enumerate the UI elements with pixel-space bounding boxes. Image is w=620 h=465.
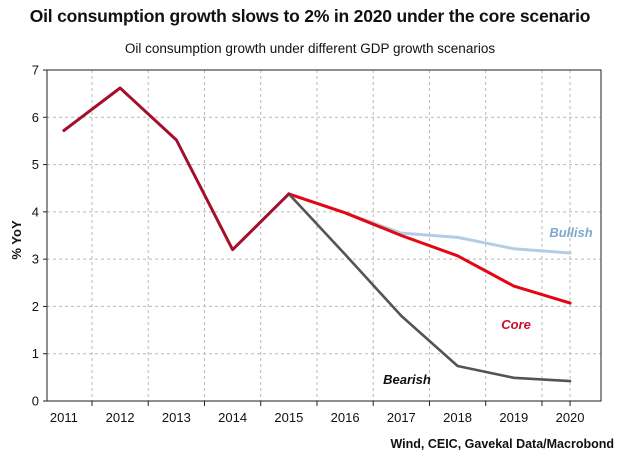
series-line-historical — [62, 86, 291, 252]
axis-ticks: 0 1 2 3 4 5 6 7 2011 2012 2013 2014 2015 2016 2017 2018… — [32, 63, 585, 426]
x-tick-label: 2017 — [387, 410, 416, 425]
y-tick-label: 1 — [32, 346, 39, 361]
x-tick-label: 2014 — [218, 410, 247, 425]
y-tick-label: 6 — [32, 110, 39, 125]
y-tick-label: 5 — [32, 157, 39, 172]
source-note: Wind, CEIC, Gavekal Data/Macrobond — [390, 437, 614, 451]
y-tick-label: 2 — [32, 299, 39, 314]
x-tick-label: 2015 — [274, 410, 303, 425]
y-tick-label: 0 — [32, 394, 39, 409]
series-lines — [62, 86, 572, 383]
y-tick-label: 7 — [32, 63, 39, 78]
x-tick-label: 2012 — [106, 410, 135, 425]
series-line-bearish — [287, 192, 572, 383]
x-tick-label: 2013 — [162, 410, 191, 425]
x-tick-label: 2011 — [50, 410, 78, 425]
series-labels: Bullish Core Bearish — [383, 225, 593, 387]
gridlines — [47, 70, 601, 401]
series-label-bearish: Bearish — [383, 372, 431, 387]
series-line-core — [287, 192, 572, 305]
x-tick-label: 2016 — [331, 410, 360, 425]
y-axis-label: % YoY — [9, 220, 24, 260]
x-tick-label: 2018 — [443, 410, 472, 425]
x-tick-label: 2019 — [499, 410, 528, 425]
chart-title: Oil consumption growth slows to 2% in 20… — [29, 6, 591, 26]
y-tick-label: 4 — [32, 204, 39, 219]
x-tick-label: 2020 — [556, 410, 585, 425]
series-label-core: Core — [501, 317, 531, 332]
series-label-bullish: Bullish — [549, 225, 592, 240]
chart-subtitle: Oil consumption growth under different G… — [124, 41, 496, 56]
y-tick-label: 3 — [32, 252, 39, 267]
plot-frame — [46, 69, 602, 402]
